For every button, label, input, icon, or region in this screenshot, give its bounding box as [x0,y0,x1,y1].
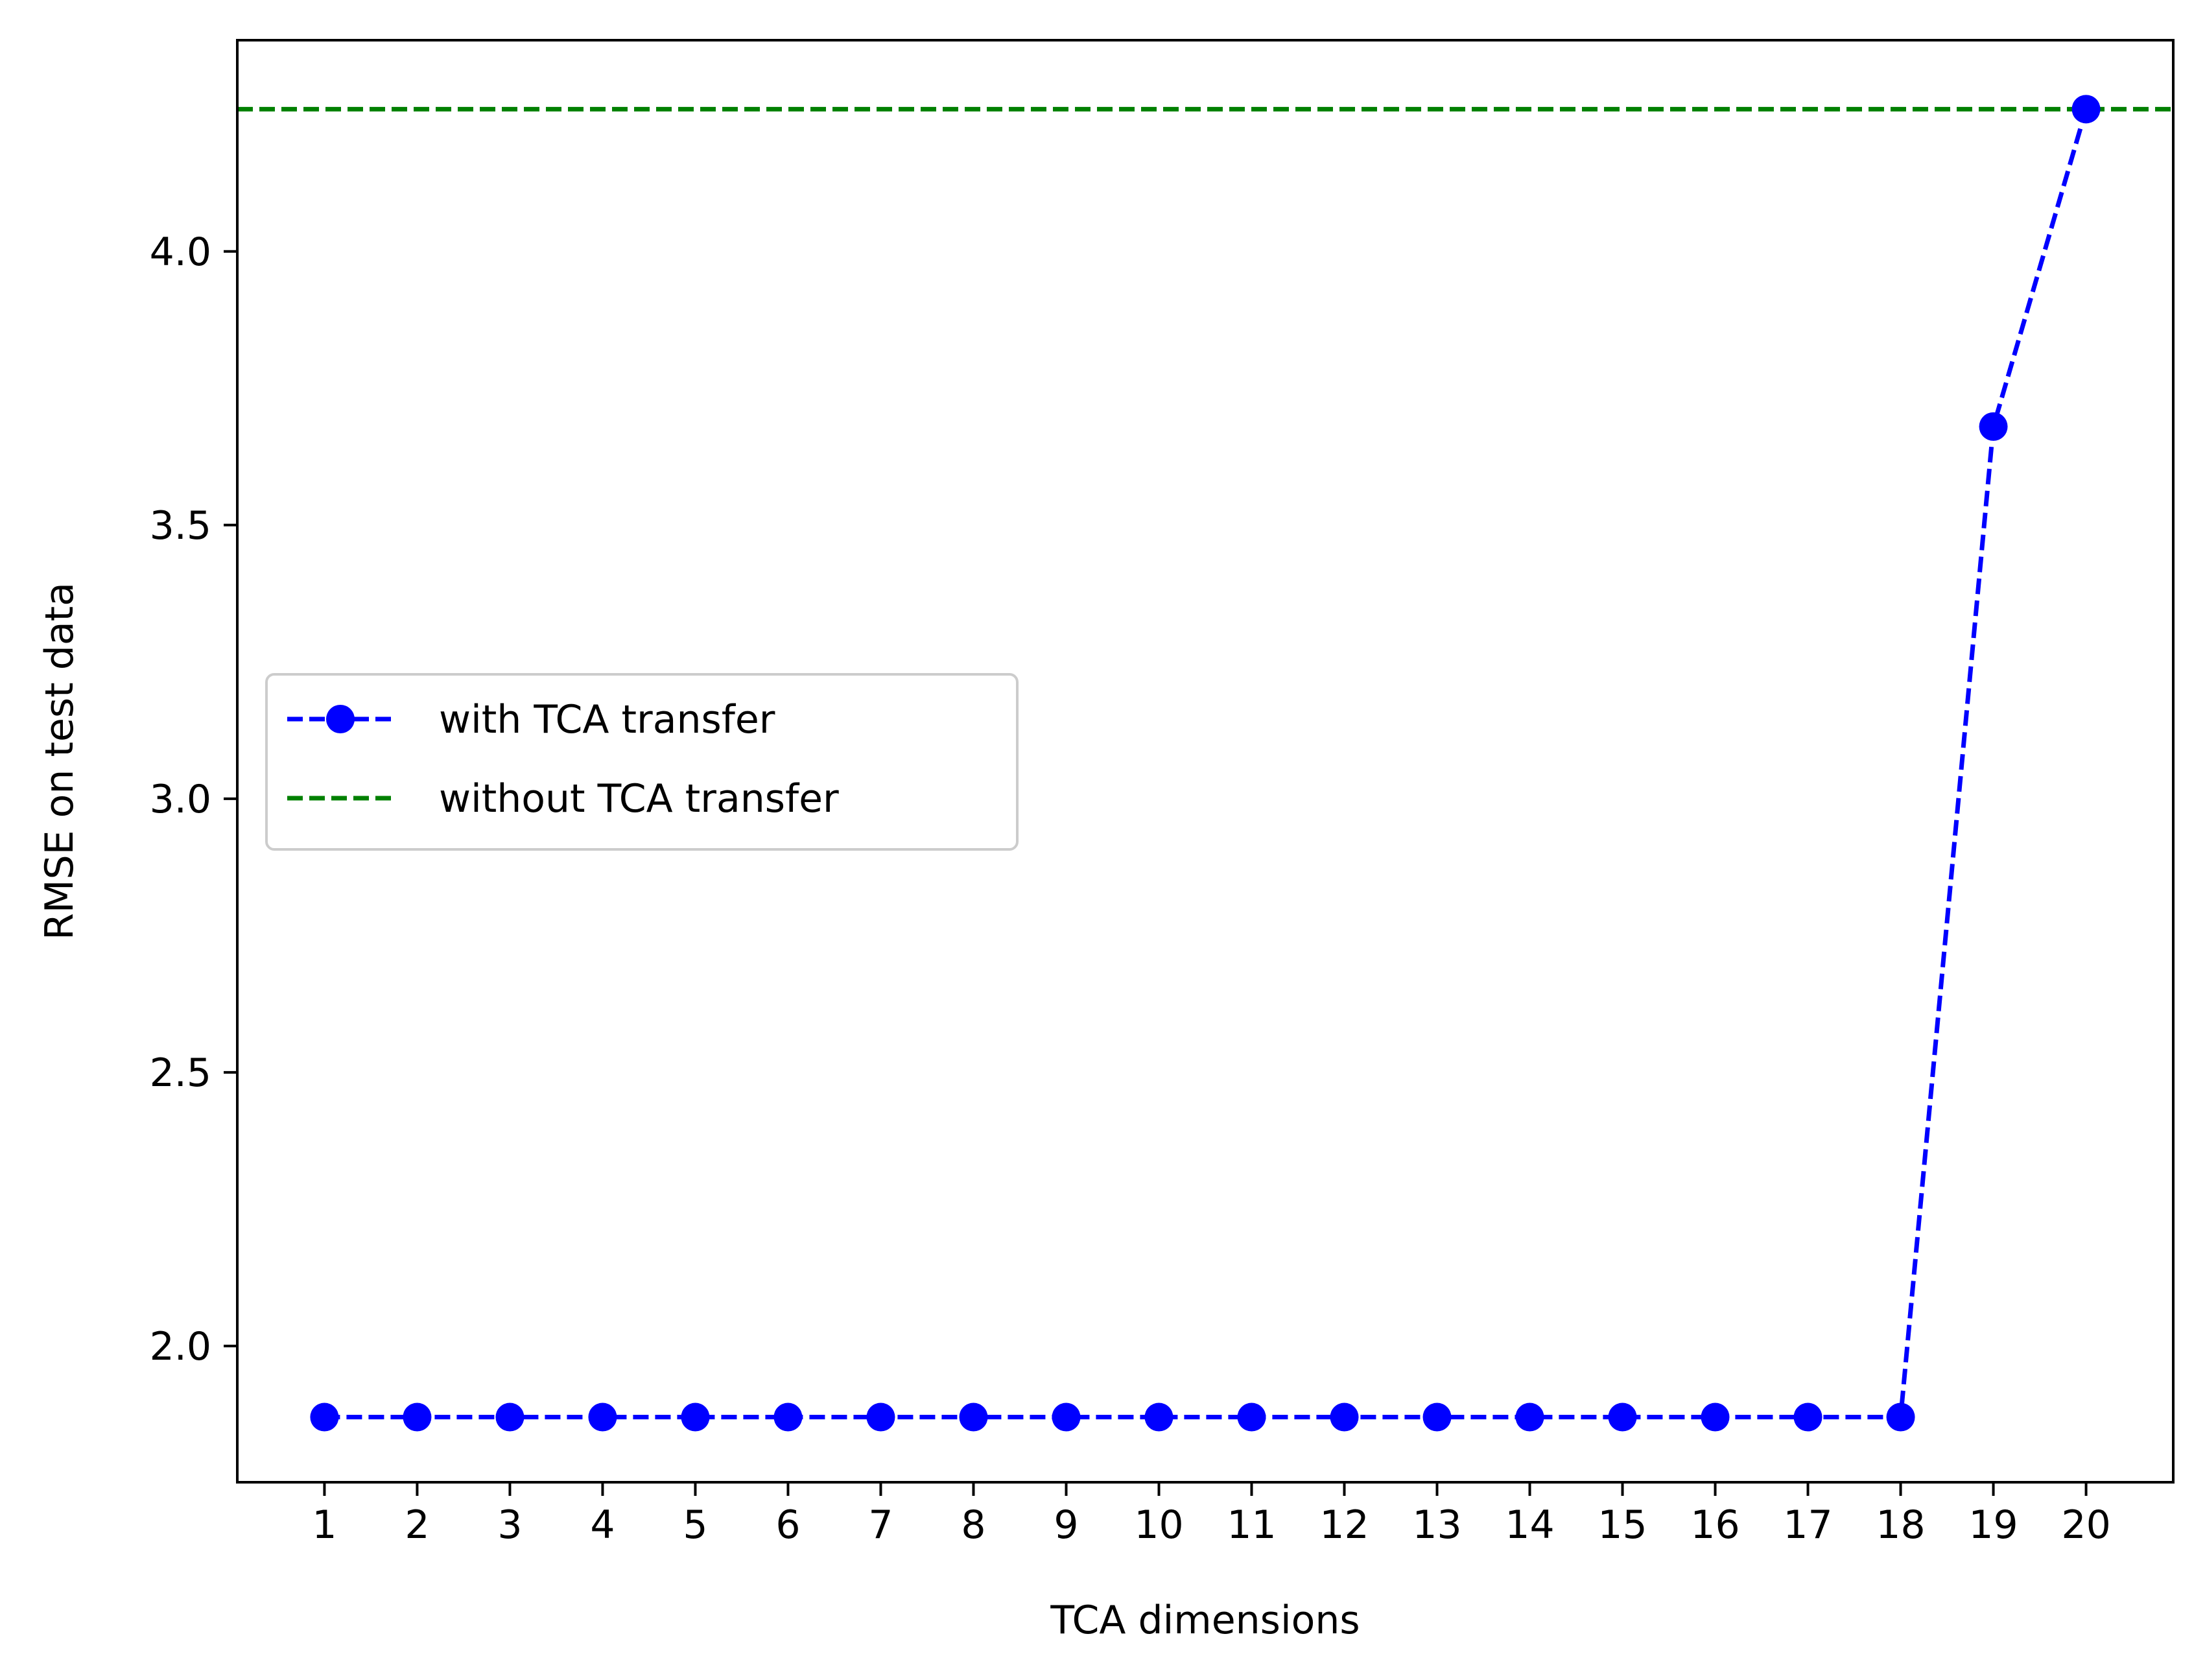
x-tick-label: 2 [405,1502,429,1548]
with-tca-point [1422,1402,1452,1432]
x-axis-label: TCA dimensions [1050,1598,1360,1643]
with-tca-point [1793,1402,1822,1432]
with-tca-point [866,1402,895,1432]
legend-without-tca-label: without TCA transfer [439,776,839,822]
x-tick-label: 18 [1876,1502,1925,1548]
plot-frame [236,39,2175,1484]
legend-frame [265,673,1019,851]
x-tick-label: 10 [1134,1502,1183,1548]
with-tca-line [324,108,2088,1420]
x-tick-label: 20 [2061,1502,2110,1548]
with-tca-point [1237,1402,1266,1432]
x-tick-label: 7 [868,1502,893,1548]
x-tick-label: 19 [1968,1502,2018,1548]
with-tca-point [1886,1402,1915,1432]
with-tca-point [1979,412,2008,441]
with-tca-point [403,1402,432,1432]
y-tick-label: 4.0 [150,230,211,275]
x-tick-label: 17 [1783,1502,1832,1548]
legend-with-tca-marker [326,705,355,733]
with-tca-point [1515,1402,1544,1432]
x-tick-label: 13 [1412,1502,1461,1548]
with-tca-point [1330,1402,1359,1432]
x-tick-label: 3 [497,1502,522,1548]
x-ticks: 1 2 3 4 5 6 7 8 9 10 11 12 13 14 15 16 17 18 19 20 [312,1482,2111,1548]
x-tick-label: 4 [590,1502,615,1548]
with-tca-point [588,1402,617,1432]
x-tick-label: 8 [961,1502,985,1548]
x-tick-label: 9 [1054,1502,1078,1548]
with-tca-point [495,1402,525,1432]
x-tick-label: 6 [775,1502,800,1548]
legend-with-tca-label: with TCA transfer [439,697,775,742]
x-tick-label: 15 [1598,1502,1647,1548]
y-ticks: 2.0 2.5 3.0 3.5 4.0 [150,230,237,1369]
y-tick-label: 3.0 [150,777,211,822]
series-layer [237,95,2173,1432]
x-tick-label: 5 [683,1502,707,1548]
y-tick-label: 2.5 [150,1050,211,1096]
with-tca-point [2071,95,2101,124]
y-tick-label: 3.5 [150,503,211,549]
with-tca-point [1608,1402,1637,1432]
with-tca-point [681,1402,710,1432]
legend: with TCA transfer without TCA transfer [265,673,1019,851]
with-tca-point [773,1402,803,1432]
y-axis-label: RMSE on test data [37,582,82,940]
x-tick-label: 12 [1319,1502,1369,1548]
with-tca-point [1701,1402,1730,1432]
with-tca-point [959,1402,988,1432]
with-tca-point [310,1402,339,1432]
with-tca-point [1144,1402,1173,1432]
y-tick-label: 2.0 [150,1324,211,1369]
x-tick-label: 11 [1227,1502,1276,1548]
x-tick-label: 16 [1690,1502,1739,1548]
x-tick-label: 14 [1505,1502,1554,1548]
with-tca-point [1052,1402,1081,1432]
x-tick-label: 1 [312,1502,336,1548]
